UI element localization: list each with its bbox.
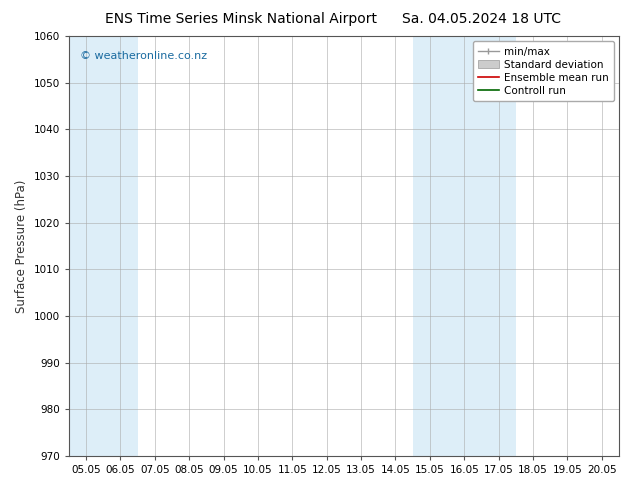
Text: © weatheronline.co.nz: © weatheronline.co.nz: [80, 51, 207, 61]
Y-axis label: Surface Pressure (hPa): Surface Pressure (hPa): [15, 179, 28, 313]
Bar: [69, 36, 138, 456]
Legend: min/max, Standard deviation, Ensemble mean run, Controll run: min/max, Standard deviation, Ensemble me…: [472, 41, 614, 101]
Text: Sa. 04.05.2024 18 UTC: Sa. 04.05.2024 18 UTC: [403, 12, 561, 26]
Text: ENS Time Series Minsk National Airport: ENS Time Series Minsk National Airport: [105, 12, 377, 26]
Bar: [413, 36, 516, 456]
